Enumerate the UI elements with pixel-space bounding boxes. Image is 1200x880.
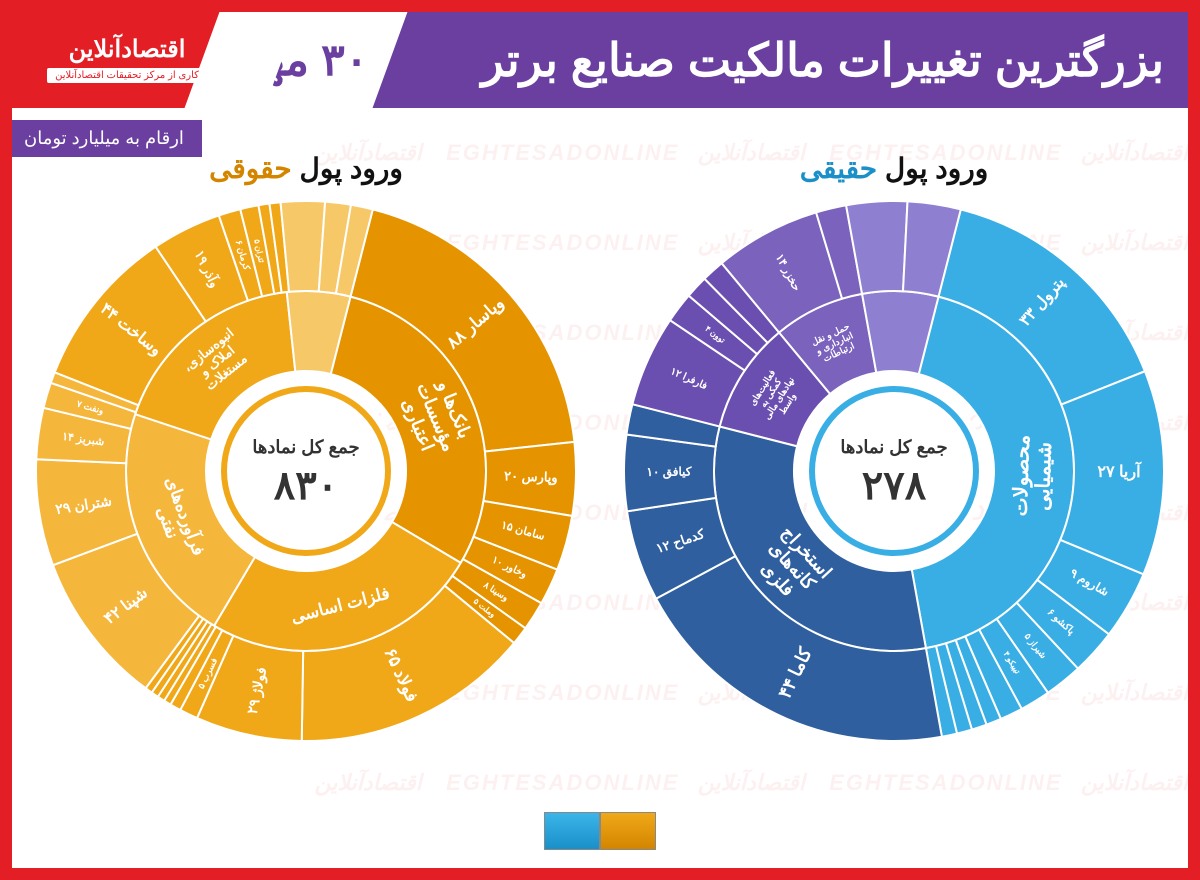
chart-real-title-a: ورود پول — [885, 153, 988, 184]
chart-legal: ورود پول حقوقی بانک‌ها ومؤسساتاعتباریفلز… — [26, 152, 586, 751]
chart-legal-title-b: حقوقی — [209, 153, 292, 184]
chart-real: ورود پول حقیقی محصولاتشیمیاییاستخراجکانه… — [614, 152, 1174, 751]
page-title: بزرگترین تغییرات مالکیت صنایع برتر — [482, 12, 1164, 108]
chart-legal-title-a: ورود پول — [300, 153, 403, 184]
logo-title: اقتصادآنلاین — [47, 37, 207, 63]
chart-real-title: ورود پول حقیقی — [800, 152, 989, 185]
logo: اقتصادآنلاین کاری از مرکز تحقیقات اقتصاد… — [12, 12, 242, 108]
svg-text:۲۷۸: ۲۷۸ — [862, 464, 927, 508]
legend-box-legal — [600, 812, 656, 850]
sunburst-legal: بانک‌ها ومؤسساتاعتباریفلزات اساسیفرآورده… — [26, 191, 586, 751]
charts-row: ورود پول حقیقی محصولاتشیمیاییاستخراجکانه… — [12, 152, 1188, 868]
logo-subtitle: کاری از مرکز تحقیقات اقتصادآنلاین — [47, 68, 207, 83]
header: بزرگترین تغییرات مالکیت صنایع برتر ۳۰ مه… — [12, 12, 1188, 108]
outer-frame: بزرگترین تغییرات مالکیت صنایع برتر ۳۰ مه… — [0, 0, 1200, 880]
inner-canvas: بزرگترین تغییرات مالکیت صنایع برتر ۳۰ مه… — [12, 12, 1188, 868]
chart-legal-title: ورود پول حقوقی — [209, 152, 403, 185]
unit-badge: ارقام به میلیارد تومان — [12, 120, 202, 157]
legend-box-real — [544, 812, 600, 850]
svg-text:جمع کل نمادها: جمع کل نمادها — [252, 437, 359, 458]
svg-text:جمع کل نمادها: جمع کل نمادها — [840, 437, 947, 458]
chart-real-title-b: حقیقی — [800, 153, 877, 184]
sunburst-real: محصولاتشیمیاییاستخراجکانه‌هایفلزیفعالیت‌… — [614, 191, 1174, 751]
legend — [544, 812, 656, 850]
svg-text:۸۳۰: ۸۳۰ — [274, 464, 338, 508]
